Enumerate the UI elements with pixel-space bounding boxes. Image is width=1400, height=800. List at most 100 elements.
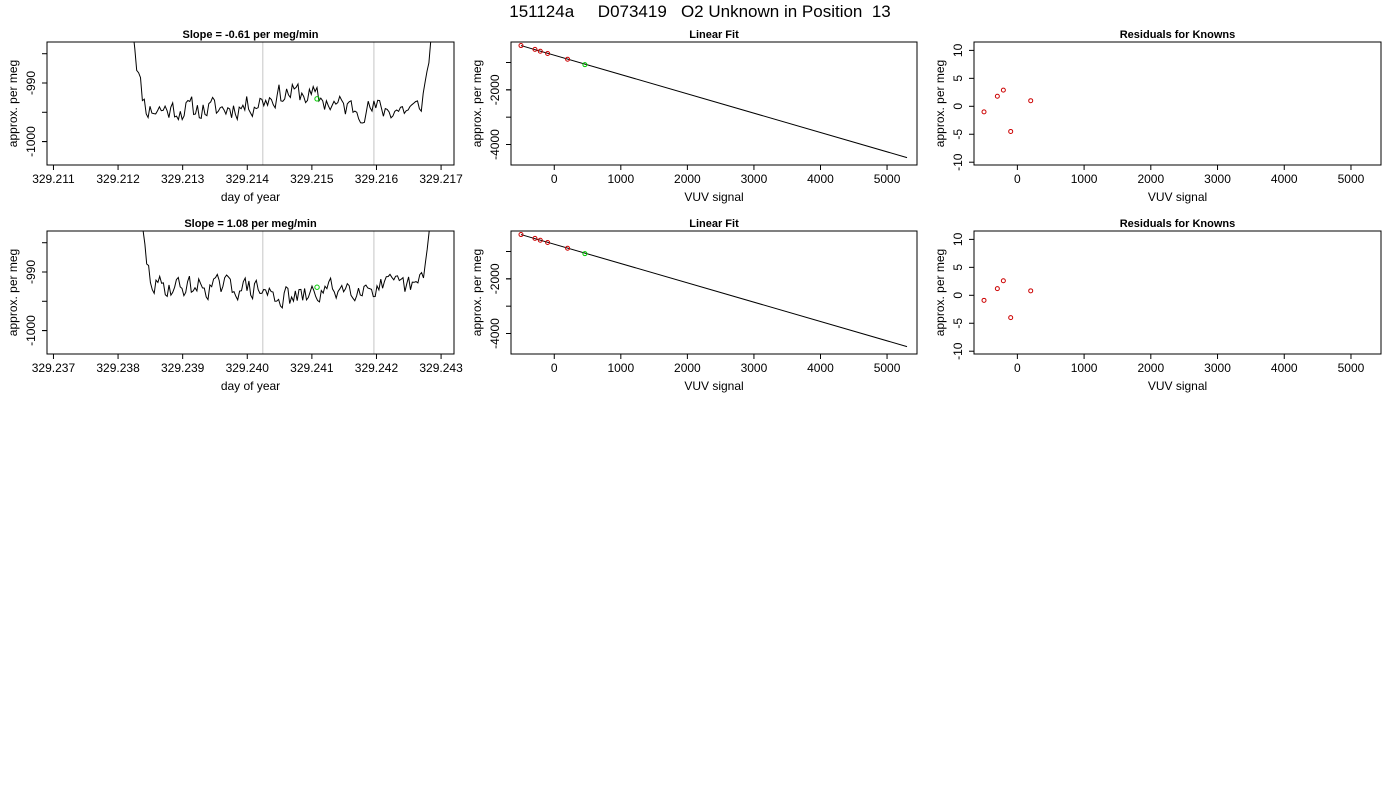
y-tick-label: 10 xyxy=(951,43,965,57)
x-tick-label: 3000 xyxy=(1204,361,1231,375)
x-tick-label: 5000 xyxy=(1338,172,1365,186)
x-tick-label: 5000 xyxy=(874,172,901,186)
y-tick-label: -2000 xyxy=(488,74,502,105)
x-axis-label: day of year xyxy=(221,190,280,204)
x-tick-label: 1000 xyxy=(607,361,634,375)
x-axis-label: VUV signal xyxy=(684,190,743,204)
y-tick-label: -1000 xyxy=(24,126,38,157)
data-point xyxy=(994,286,1000,292)
plot-frame xyxy=(46,230,455,355)
chart-panel-3: Residuals for Knowns 0 1000 2000 3000 4000 500… xyxy=(933,29,1382,204)
x-tick-label: 329.237 xyxy=(32,361,76,375)
y-axis-label: approx. per meg xyxy=(933,60,947,147)
x-tick-label: 1000 xyxy=(1071,172,1098,186)
plot-area xyxy=(142,231,430,354)
unknown-marker-point xyxy=(314,96,320,102)
chart-panel-2: Linear Fit 0 1000 2000 3000 4000 5000 -4000 -200… xyxy=(470,29,918,204)
x-tick-label: 4000 xyxy=(1271,172,1298,186)
data-point xyxy=(565,245,571,251)
x-tick-label: 5000 xyxy=(874,361,901,375)
y-tick-label: -5 xyxy=(951,129,965,140)
data-point xyxy=(537,237,543,243)
data-series-line xyxy=(142,231,430,310)
data-point xyxy=(565,56,571,62)
x-tick-label: 0 xyxy=(1014,172,1021,186)
data-point xyxy=(532,46,538,52)
plot-area xyxy=(518,232,908,348)
x-tick-label: 329.211 xyxy=(32,172,75,186)
chart-title: Residuals for Knowns xyxy=(1120,218,1236,230)
chart-title: Linear Fit xyxy=(689,218,739,230)
data-point xyxy=(545,50,551,56)
x-tick-label: 5000 xyxy=(1338,361,1365,375)
plot-frame xyxy=(510,41,918,166)
x-tick-label: 329.212 xyxy=(96,172,140,186)
plot-area xyxy=(518,43,908,159)
x-tick-label: 329.243 xyxy=(419,361,463,375)
data-point xyxy=(1000,87,1006,93)
y-tick-label: -10 xyxy=(951,342,965,360)
x-tick-label: 2000 xyxy=(674,172,701,186)
x-tick-label: 329.238 xyxy=(96,361,140,375)
x-axis-label: VUV signal xyxy=(1148,379,1207,393)
x-tick-label: 2000 xyxy=(674,361,701,375)
data-point xyxy=(1000,278,1006,284)
x-tick-label: 0 xyxy=(1014,361,1021,375)
chart-title: Residuals for Knowns xyxy=(1120,29,1236,41)
x-tick-label: 0 xyxy=(551,172,558,186)
chart-title: Linear Fit xyxy=(689,29,739,41)
x-axis-label: day of year xyxy=(221,379,280,393)
chart-panel-1: Slope = -0.61 per meg/min 329.211 329.212 3… xyxy=(6,29,463,204)
x-tick-label: 2000 xyxy=(1137,172,1164,186)
fit-line xyxy=(520,45,908,159)
y-tick-label: 0 xyxy=(951,103,965,110)
y-tick-label: -4000 xyxy=(488,318,502,349)
data-point xyxy=(981,297,987,303)
x-tick-label: 329.216 xyxy=(355,172,399,186)
data-series-line xyxy=(133,42,432,124)
plot-area xyxy=(981,278,1034,321)
data-point xyxy=(518,43,524,49)
y-axis-label: approx. per meg xyxy=(933,249,947,336)
y-tick-label: -990 xyxy=(24,71,38,95)
data-point xyxy=(1028,288,1034,294)
x-tick-label: 329.214 xyxy=(226,172,270,186)
data-point xyxy=(1028,98,1034,104)
data-point xyxy=(1008,315,1014,321)
y-tick-label: -10 xyxy=(951,153,965,171)
x-tick-label: 2000 xyxy=(1137,361,1164,375)
data-point xyxy=(981,109,987,115)
data-point xyxy=(582,62,588,68)
y-tick-label: 10 xyxy=(951,232,965,246)
x-tick-label: 329.217 xyxy=(419,172,463,186)
fit-line xyxy=(520,234,908,348)
x-axis-label: VUV signal xyxy=(684,379,743,393)
unknown-marker-point xyxy=(314,284,320,290)
y-tick-label: -2000 xyxy=(488,263,502,294)
chart-title: Slope = -0.61 per meg/min xyxy=(182,29,318,41)
y-axis-label: approx. per meg xyxy=(6,249,20,336)
plot-frame xyxy=(973,230,1382,355)
y-axis-label: approx. per meg xyxy=(6,60,20,147)
x-tick-label: 1000 xyxy=(607,172,634,186)
x-tick-label: 329.239 xyxy=(161,361,205,375)
x-tick-label: 0 xyxy=(551,361,558,375)
chart-title: Slope = 1.08 per meg/min xyxy=(184,218,317,230)
x-tick-label: 1000 xyxy=(1071,361,1098,375)
chart-panel-5: Linear Fit 0 1000 2000 3000 4000 5000 -4000 -200… xyxy=(470,218,918,393)
y-tick-label: -5 xyxy=(951,318,965,329)
y-axis-label: approx. per meg xyxy=(470,249,484,336)
x-tick-label: 329.213 xyxy=(161,172,205,186)
x-tick-label: 3000 xyxy=(741,172,768,186)
y-tick-label: -1000 xyxy=(24,315,38,346)
plot-frame xyxy=(510,230,918,355)
x-axis-label: VUV signal xyxy=(1148,190,1207,204)
plot-area xyxy=(133,42,432,165)
x-tick-label: 329.240 xyxy=(226,361,270,375)
y-tick-label: 5 xyxy=(951,75,965,82)
chart-panel-4: Slope = 1.08 per meg/min 329.237 329.238 32… xyxy=(6,218,463,393)
page-title: 151124a D073419 O2 Unknown in Position 1… xyxy=(509,2,891,21)
y-tick-label: -990 xyxy=(24,260,38,284)
x-tick-label: 4000 xyxy=(807,172,834,186)
